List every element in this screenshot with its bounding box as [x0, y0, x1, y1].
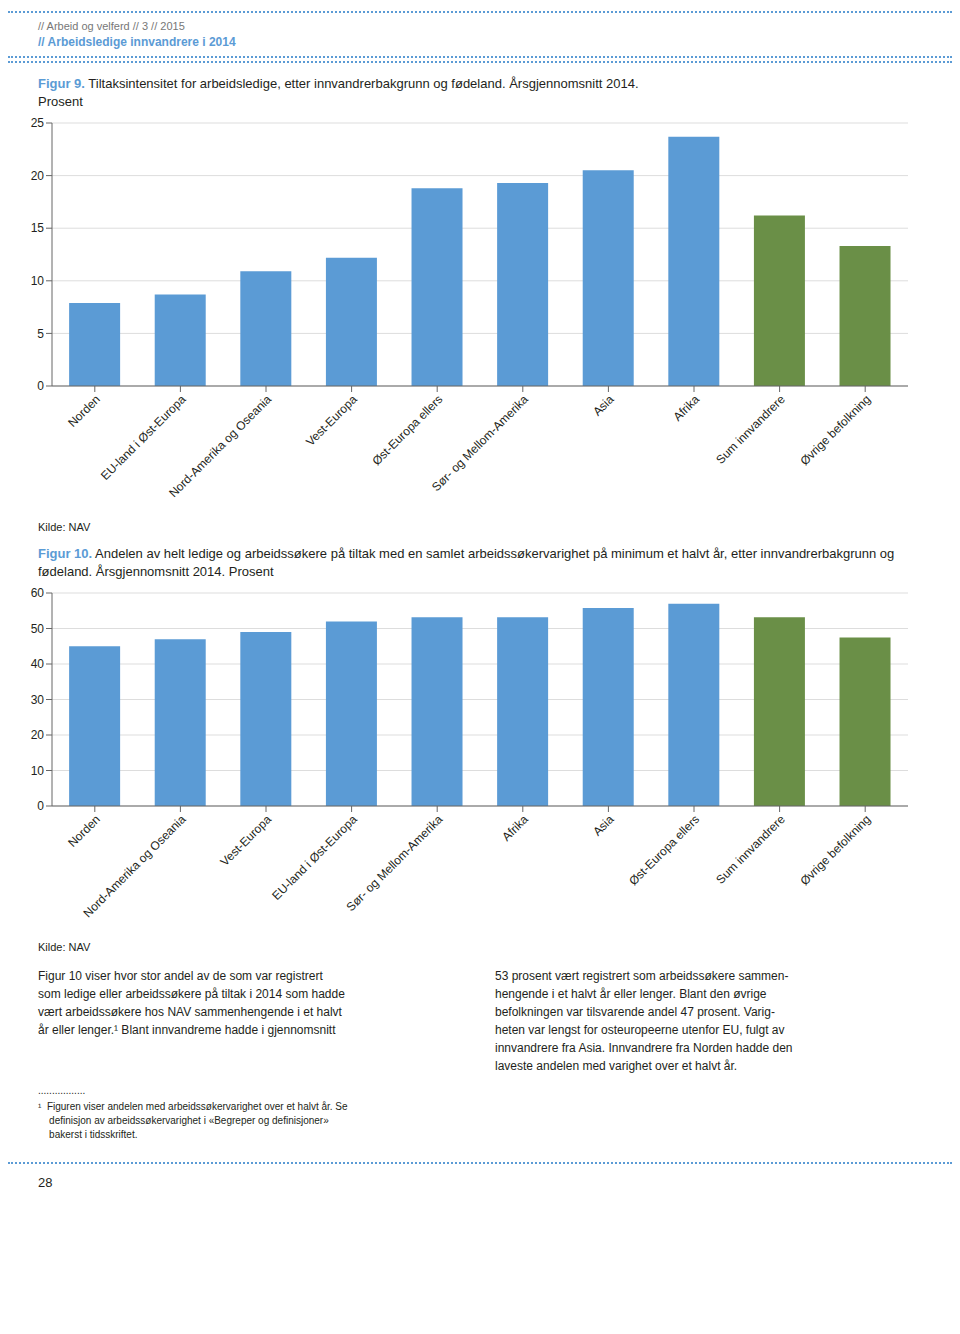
svg-text:Øvrige befolkning: Øvrige befolkning [797, 392, 873, 468]
svg-text:Norden: Norden [65, 392, 103, 430]
html-text:53 prosent vært registrert som: 53 prosent vært registrert som arbeidssø… [495, 969, 793, 1073]
svg-text:10: 10 [31, 764, 45, 778]
svg-text:Sør- og Mellom-Amerika: Sør- og Mellom-Amerika [429, 392, 531, 494]
svg-text:20: 20 [31, 728, 45, 742]
svg-text:Nord-Amerika og Oseania: Nord-Amerika og Oseania [81, 812, 189, 920]
html-text:Prosent: Prosent [38, 94, 83, 109]
svg-text:60: 60 [31, 586, 45, 600]
svg-text:Norden: Norden [65, 812, 103, 850]
html-text:Kilde: NAV: Kilde: NAV [38, 941, 91, 953]
svg-text:15: 15 [31, 221, 45, 235]
html-text:// Arbeid og velferd // 3 // 2: // Arbeid og velferd // 3 // 2015 [38, 20, 185, 32]
svg-text:Afrika: Afrika [671, 392, 703, 424]
svg-text:30: 30 [31, 693, 45, 707]
html-text:Figur 10 viser hvor stor andel: Figur 10 viser hvor stor andel av de som… [38, 969, 345, 1037]
svg-text:25: 25 [31, 116, 45, 130]
svg-text:EU-land i Øst-Europa: EU-land i Øst-Europa [269, 812, 360, 903]
html-text:Figur 9. Tiltaksintensitet for: Figur 9. Tiltaksintensitet for arbeidsle… [38, 76, 639, 91]
svg-text:Asia: Asia [590, 392, 617, 419]
html-text:28: 28 [38, 1175, 53, 1190]
svg-text:Vest-Europa: Vest-Europa [303, 392, 360, 449]
svg-text:Sør- og Mellom-Amerika: Sør- og Mellom-Amerika [344, 812, 446, 914]
html-text:¹ Figuren viser andelen med ar: ¹ Figuren viser andelen med arbeidssøker… [38, 1101, 348, 1140]
html-text:// Arbeidsledige innvandrere i: // Arbeidsledige innvandrere i 2014 [38, 35, 236, 49]
svg-text:5: 5 [37, 327, 44, 341]
svg-text:Øvrige befolkning: Øvrige befolkning [797, 812, 873, 888]
html-text:Figur 10. Andelen av helt ledi: Figur 10. Andelen av helt ledige og arbe… [38, 546, 895, 579]
svg-text:0: 0 [37, 799, 44, 813]
svg-text:Asia: Asia [590, 812, 617, 839]
svg-text:40: 40 [31, 657, 45, 671]
svg-text:0: 0 [37, 379, 44, 393]
svg-text:Øst-Europa ellers: Øst-Europa ellers [369, 392, 445, 468]
svg-text:20: 20 [31, 169, 45, 183]
svg-text:50: 50 [31, 622, 45, 636]
svg-text:10: 10 [31, 274, 45, 288]
html-text:Kilde: NAV: Kilde: NAV [38, 521, 91, 533]
svg-text:Sum innvandrere: Sum innvandrere [713, 392, 788, 467]
svg-text:Afrika: Afrika [499, 812, 531, 844]
svg-text:Øst-Europa ellers: Øst-Europa ellers [626, 812, 702, 888]
svg-text:EU-land i Øst-Europa: EU-land i Øst-Europa [98, 392, 189, 483]
svg-text:Vest-Europa: Vest-Europa [218, 812, 275, 869]
svg-text:Nord-Amerika og Oseania: Nord-Amerika og Oseania [166, 392, 274, 500]
svg-text:Sum innvandrere: Sum innvandrere [713, 812, 788, 887]
